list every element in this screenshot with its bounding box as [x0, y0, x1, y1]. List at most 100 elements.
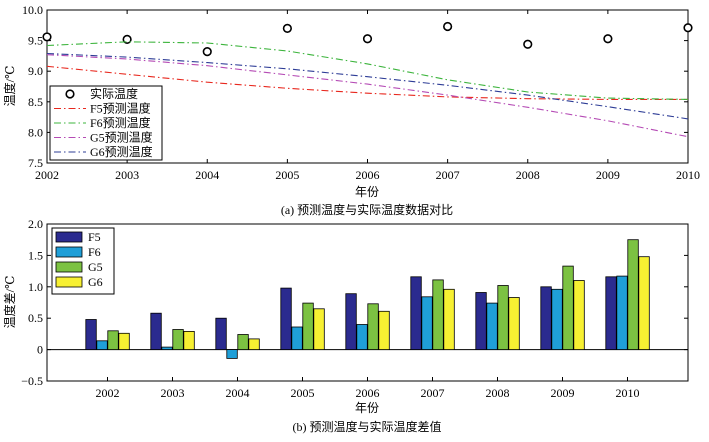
chart-a-x-tick-label: 2010 [676, 168, 700, 182]
chart-b-bar-f5 [410, 276, 422, 350]
chart-a-x-tick-label: 2009 [596, 168, 620, 182]
chart-b-x-tick-label: 2004 [226, 386, 250, 400]
chart-a-y-tick-label: 7.5 [28, 156, 43, 170]
chart-b-bar-f6 [551, 288, 563, 350]
chart-b-y-tick-label: 0 [37, 343, 43, 357]
chart-a-actual-point [122, 34, 132, 44]
chart-b-x-tick-label: 2003 [161, 386, 185, 400]
chart-b-bar-g5 [237, 334, 249, 351]
chart-a-x-tick-label: 2006 [356, 168, 380, 182]
chart-a-y-tick-label: 8.5 [28, 95, 43, 109]
chart-b-legend-swatch [55, 231, 83, 243]
chart-b-bar-g6 [183, 330, 195, 350]
chart-b-bar-f6 [486, 302, 498, 351]
chart-a-legend-label: G5预测温度 [90, 130, 153, 145]
chart-b-bar-f5 [280, 287, 292, 351]
chart-b-bar-f6 [421, 296, 433, 350]
chart-a-legend-label: F5预测温度 [90, 101, 151, 116]
chart-b-bar-g6 [443, 288, 455, 350]
chart-b-bar-g6 [378, 310, 390, 350]
chart-b-y-tick-label: 1.5 [28, 248, 43, 262]
chart-b-x-tick-label: 2010 [616, 386, 640, 400]
chart-b-bar-f6 [96, 340, 108, 350]
chart-b-bar-g6 [638, 256, 650, 351]
chart-b-bar-f5 [215, 317, 227, 351]
chart-b-legend-swatch [55, 246, 83, 258]
chart-b-bar-g5 [627, 239, 639, 350]
chart-b-bar-g5 [302, 302, 314, 351]
chart-a-series-layer [42, 21, 693, 138]
chart-b-bar-g5 [172, 329, 184, 351]
chart-b: 2002 2003 2004 2005 2006 2007 2008 2009 2010 −0.… [2, 217, 689, 434]
chart-a-caption: (a) 预测温度与实际温度数据对比 [281, 202, 453, 217]
chart-a-y-ticks: 7.5 8.0 8.5 9.0 9.5 10.0 [22, 3, 688, 170]
chart-a-x-tick-label: 2005 [275, 168, 299, 182]
chart-a-y-tick-label: 10.0 [22, 3, 43, 17]
chart-b-bar-f6 [356, 324, 368, 351]
chart-a-y-tick-label: 8.0 [28, 125, 43, 139]
chart-a-y-tick-label: 9.0 [28, 64, 43, 78]
chart-b-bar-g6 [118, 332, 130, 350]
chart-a-x-ticks: 2002 2003 2004 2005 2006 2007 2008 2009 2010 [35, 10, 700, 182]
chart-b-bar-f6 [226, 349, 238, 359]
chart-b-bar-g5 [432, 279, 444, 350]
chart-a-legend-label: 实际温度 [90, 86, 138, 101]
chart-a-legend-label: G6预测温度 [90, 144, 153, 159]
chart-a-y-tick-label: 9.5 [28, 34, 43, 48]
chart-b-bar-f5 [605, 276, 617, 350]
chart-b-bar-f6 [161, 346, 173, 351]
chart-b-bar-f5 [85, 319, 97, 351]
chart-a-actual-point [42, 32, 52, 42]
chart-b-legend-label: G5 [88, 260, 103, 274]
chart-b-x-tick-label: 2009 [551, 386, 575, 400]
chart-b-plot-area [46, 223, 689, 382]
chart-b-bar-f5 [150, 312, 162, 351]
chart-b-bar-f5 [540, 286, 552, 350]
chart-a-x-tick-label: 2003 [115, 168, 139, 182]
chart-b-ylabel: 温度差/℃ [2, 276, 17, 329]
chart-a-actual-point [523, 39, 533, 49]
chart-b-bar-g5 [107, 330, 119, 350]
chart-b-bar-g6 [508, 297, 520, 350]
chart-b-x-tick-label: 2008 [486, 386, 510, 400]
chart-b-bar-g6 [573, 280, 585, 350]
chart-a-actual-point [362, 34, 373, 44]
chart-b-legend-label: F6 [88, 245, 101, 259]
chart-b-y-tick-label: −0.5 [21, 374, 43, 388]
chart-b-y-tick-label: 0.5 [28, 311, 43, 325]
chart-a: 2002 2003 2004 2005 2006 2007 2008 2009 2010 7.5… [2, 3, 700, 217]
chart-b-caption: (b) 预测温度与实际温度差值 [293, 419, 442, 434]
chart-b-bar-f6 [616, 275, 628, 351]
chart-b-bar-f5 [475, 292, 487, 350]
chart-a-legend-label: F6预测温度 [90, 115, 151, 130]
chart-a-actual-point [202, 47, 212, 57]
chart-b-x-tick-label: 2002 [96, 386, 120, 400]
chart-a-ylabel: 温度/℃ [2, 66, 17, 107]
chart-b-bar-g5 [367, 303, 379, 350]
chart-b-bar-g6 [248, 338, 260, 350]
chart-b-x-tick-label: 2007 [421, 386, 445, 400]
chart-b-xlabel: 年份 [355, 401, 379, 415]
chart-a-x-tick-label: 2008 [516, 168, 540, 182]
chart-b-y-tick-label: 1.0 [28, 280, 43, 294]
chart-b-bar-g5 [562, 265, 574, 351]
chart-a-actual-point [282, 23, 292, 33]
chart-b-bar-f6 [291, 326, 303, 351]
chart-b-legend-swatch [55, 276, 83, 288]
chart-a-x-tick-label: 2002 [35, 168, 59, 182]
chart-b-x-tick-label: 2005 [291, 386, 315, 400]
chart-a-actual-point [603, 34, 613, 44]
chart-a-x-tick-label: 2007 [436, 168, 460, 182]
chart-b-legend-label: F5 [88, 230, 101, 244]
chart-a-legend-marker [65, 89, 75, 99]
chart-b-x-tick-label: 2006 [356, 386, 380, 400]
chart-b-bars-layer [85, 239, 650, 359]
chart-a-series-line-2 [46, 41, 689, 100]
chart-b-bar-g6 [313, 308, 325, 350]
chart-b-legend-swatch [55, 261, 83, 273]
